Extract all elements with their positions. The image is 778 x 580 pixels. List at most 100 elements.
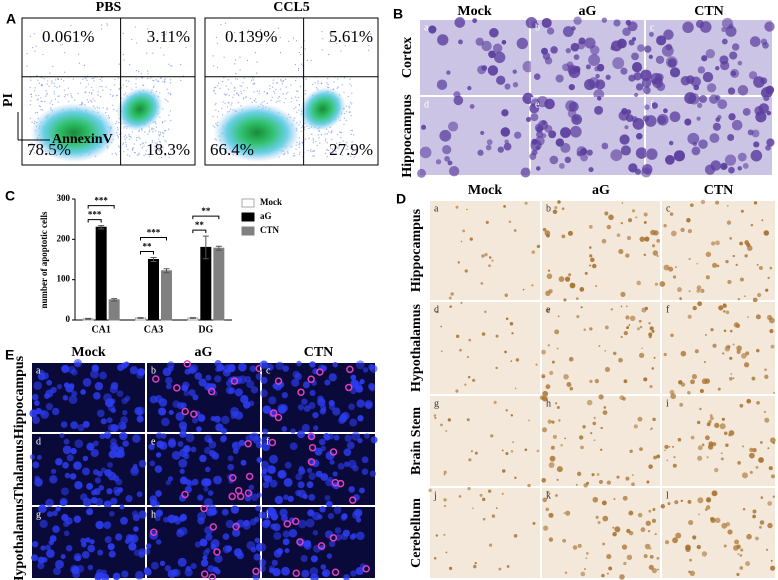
tunel-cell (317, 542, 326, 550)
cell (34, 400, 40, 406)
event-dot (128, 135, 130, 137)
cell (580, 571, 586, 577)
significance-bracket (192, 229, 207, 234)
cell (580, 153, 588, 162)
event-dot (350, 30, 352, 33)
event-dot (84, 91, 86, 94)
cell (165, 383, 172, 390)
cell (654, 533, 657, 536)
cell (443, 470, 447, 474)
event-dot (116, 94, 118, 97)
cell (489, 27, 499, 38)
event-dot (343, 117, 346, 120)
event-dot (82, 78, 84, 80)
event-dot (277, 97, 279, 99)
event-dot (132, 147, 134, 150)
cell (512, 441, 514, 443)
cell (655, 73, 664, 82)
cell (733, 322, 740, 328)
event-dot (315, 87, 318, 89)
cell (643, 253, 646, 257)
event-dot (312, 155, 314, 157)
event-dot (42, 36, 44, 38)
cell (73, 515, 82, 523)
cell (262, 428, 269, 435)
cell (112, 572, 121, 580)
cell (604, 325, 609, 330)
cell (560, 444, 563, 447)
sub-letter: e (151, 436, 156, 447)
event-dot (136, 154, 139, 156)
event-dot (243, 89, 245, 92)
event-dot (298, 153, 301, 155)
cell (341, 513, 348, 520)
cell (122, 440, 129, 447)
event-dot (164, 139, 166, 142)
event-dot (164, 78, 167, 80)
event-dot (85, 86, 87, 88)
cell (735, 263, 738, 267)
column-header: aG (579, 4, 597, 19)
row-label: Hypothalamus (12, 498, 27, 580)
cell (588, 246, 592, 249)
event-dot (146, 77, 149, 80)
event-dot (148, 155, 151, 158)
cell (110, 497, 118, 505)
cell (258, 558, 267, 567)
cell (440, 350, 443, 353)
event-dot (116, 126, 119, 129)
event-dot (98, 107, 100, 109)
cell (170, 569, 179, 577)
cell (737, 152, 747, 162)
cell (663, 352, 667, 357)
cell (275, 361, 284, 370)
event-dot (168, 156, 170, 158)
event-dot (48, 85, 50, 87)
cell (764, 368, 767, 372)
tunel-cell (229, 474, 237, 482)
cell (158, 407, 167, 416)
significance-label: *** (88, 210, 102, 220)
cell (715, 117, 721, 122)
event-dot (122, 142, 125, 144)
cell (741, 352, 747, 359)
event-dot (122, 32, 124, 35)
cell (214, 359, 222, 367)
bar (108, 299, 120, 321)
cell (467, 375, 471, 379)
event-dot (170, 65, 172, 67)
cell (697, 66, 706, 74)
tunel-cell (244, 489, 253, 497)
sub-letter: f (650, 99, 654, 110)
event-dot (33, 90, 36, 92)
event-dot (158, 140, 161, 143)
event-dot (169, 82, 172, 84)
event-dot (261, 101, 263, 104)
event-dot (37, 98, 39, 100)
event-dot (282, 80, 284, 83)
micrograph (430, 396, 540, 486)
cell (698, 513, 700, 516)
cell (558, 163, 565, 169)
event-dot (350, 133, 353, 136)
event-dot (32, 47, 34, 49)
event-dot (111, 152, 113, 155)
event-dot (217, 84, 219, 87)
cell (548, 130, 557, 139)
cell (542, 375, 545, 378)
event-dot (226, 106, 229, 108)
cell (602, 515, 609, 522)
cell (604, 349, 607, 352)
cell (155, 452, 162, 458)
population (213, 103, 301, 163)
cell (200, 559, 209, 567)
cell (242, 521, 251, 530)
cell (250, 493, 259, 501)
cell (541, 349, 546, 355)
event-dot (34, 50, 36, 52)
cell (207, 490, 214, 496)
cell (468, 338, 472, 342)
cell (215, 366, 221, 372)
event-dot (51, 80, 53, 82)
event-dot (222, 80, 224, 83)
